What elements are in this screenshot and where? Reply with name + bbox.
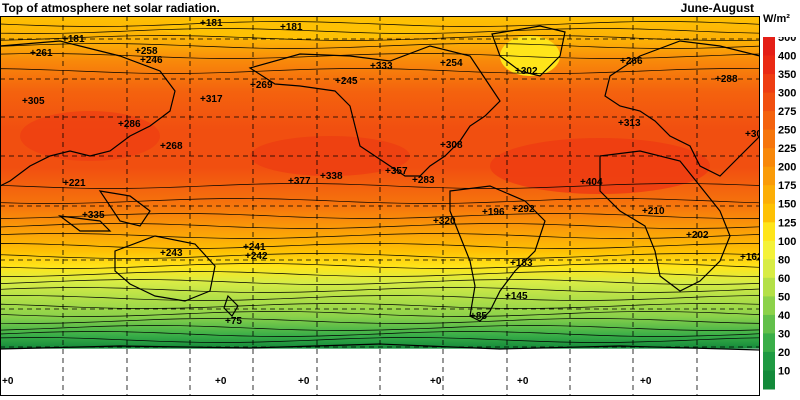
value-label: +181	[200, 18, 223, 29]
value-label: +317	[200, 94, 223, 105]
legend-tick-label: 250	[778, 125, 796, 137]
value-label: +202	[686, 230, 709, 241]
value-label: +313	[618, 118, 641, 129]
legend-tick-label: 350	[778, 69, 796, 81]
value-label: +301	[745, 129, 760, 140]
legend-swatch	[763, 370, 775, 390]
value-label: +283	[412, 175, 435, 186]
value-label: +302	[515, 66, 538, 77]
value-label: +145	[505, 291, 528, 302]
legend-tick-label: 225	[778, 143, 796, 155]
value-label: +357	[385, 166, 408, 177]
legend-tick-label: 50	[778, 291, 790, 303]
value-label: +404	[580, 177, 603, 188]
value-label: +0	[517, 376, 529, 387]
value-label: +320	[433, 216, 456, 227]
value-label: +242	[245, 251, 268, 262]
legend-tick-label: 30	[778, 328, 790, 340]
value-label: +266	[620, 56, 643, 67]
legend-tick-label: 80	[778, 254, 790, 266]
value-label: +286	[118, 119, 141, 130]
legend-unit: W/m²	[763, 13, 790, 25]
value-label: +338	[320, 171, 343, 182]
legend-swatch	[763, 37, 775, 56]
value-label: +181	[280, 22, 303, 33]
legend-swatch	[763, 296, 775, 316]
value-label: +221	[63, 178, 86, 189]
value-label: +210	[642, 206, 665, 217]
value-label: +308	[440, 140, 463, 151]
value-label: +268	[160, 141, 183, 152]
legend-tick-label: 300	[778, 88, 796, 100]
legend-tick-label: 125	[778, 217, 796, 229]
color-legend: 500 400 350 300 275 250 225 200 175 150 125 100 80 60…	[763, 37, 796, 390]
value-label: +305	[22, 96, 45, 107]
lat-lon-grid	[0, 16, 760, 396]
legend-tick-label: 175	[778, 180, 796, 192]
value-label: +258	[135, 46, 158, 57]
value-label: +243	[160, 248, 183, 259]
value-label: +162	[740, 252, 760, 263]
legend-swatch	[763, 351, 775, 371]
legend-swatch	[763, 240, 775, 260]
season-label: June-August	[680, 1, 754, 15]
legend-swatch	[763, 129, 775, 149]
value-label: +254	[440, 58, 463, 69]
value-label: +0	[2, 376, 14, 387]
legend-tick-label: 100	[778, 236, 796, 248]
value-label: +85	[470, 311, 487, 322]
legend-tick-label: 60	[778, 273, 790, 285]
value-label: +181	[62, 34, 85, 45]
legend-swatch	[763, 277, 775, 297]
value-label: +333	[370, 61, 393, 72]
value-label: +377	[288, 176, 311, 187]
legend-tick-label: 275	[778, 106, 796, 118]
value-label: +292	[512, 204, 535, 215]
legend-swatch	[763, 333, 775, 353]
map-title: Top of atmosphere net solar radiation.	[2, 1, 220, 15]
value-labels: +181 +181 +181 +261 +258+246 +305 +317 +269 +245…	[2, 18, 760, 387]
value-label: +241	[243, 242, 266, 253]
legend-swatch	[763, 148, 775, 168]
legend-tick-label: 20	[778, 347, 790, 359]
legend-swatch	[763, 222, 775, 242]
value-label: +261	[30, 48, 53, 59]
legend-swatch	[763, 74, 775, 94]
map-frame	[0, 16, 760, 396]
legend-swatch	[763, 166, 775, 186]
legend-tick-label: 400	[778, 51, 796, 63]
legend-swatch	[763, 111, 775, 131]
value-label: +0	[640, 376, 652, 387]
value-label: +245	[335, 76, 358, 87]
value-label: +269	[250, 80, 273, 91]
legend-swatch	[763, 92, 775, 112]
value-label: +75	[225, 316, 242, 327]
value-label: +0	[298, 376, 310, 387]
contour-lines	[0, 21, 760, 343]
value-label: +246	[140, 55, 163, 66]
value-label: +0	[215, 376, 227, 387]
legend-tick-label: 40	[778, 310, 790, 322]
legend-swatch	[763, 203, 775, 223]
legend-swatch	[763, 55, 775, 75]
legend-swatch	[763, 314, 775, 334]
value-label: +183	[510, 258, 533, 269]
legend-swatch	[763, 185, 775, 205]
value-label: +196	[482, 207, 505, 218]
value-label: +335	[82, 210, 105, 221]
value-label: +0	[430, 376, 442, 387]
legend-tick-label: 500	[778, 37, 796, 44]
radiation-map: +181 +181 +181 +261 +258+246 +305 +317 +269 +245…	[0, 16, 760, 396]
legend-swatch	[763, 259, 775, 279]
legend-tick-label: 200	[778, 162, 796, 174]
legend-tick-label: 150	[778, 199, 796, 211]
value-label: +288	[715, 74, 738, 85]
legend-tick-label: 10	[778, 366, 790, 378]
